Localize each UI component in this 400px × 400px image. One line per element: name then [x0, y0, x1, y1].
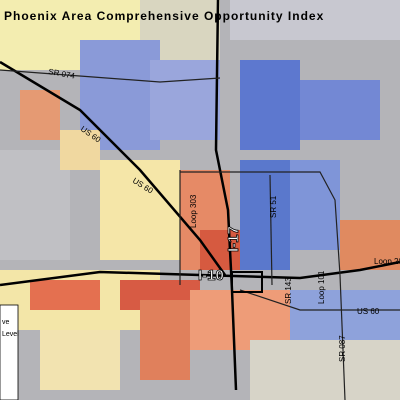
- legend-text: ve: [2, 319, 10, 326]
- legend-text: Level: [2, 331, 19, 338]
- road-label: I-10: [198, 267, 224, 284]
- road-label: I-17: [225, 226, 242, 252]
- map-title: Phoenix Area Comprehensive Opportunity I…: [4, 9, 324, 23]
- road-label: SR 51: [269, 195, 278, 218]
- road-label: Loop 101: [317, 270, 326, 304]
- road-label: SR 087: [338, 335, 347, 362]
- legend-box: [0, 304, 19, 400]
- road-label: Loop 303: [189, 194, 198, 228]
- road-label: US 60: [357, 307, 380, 316]
- road-label: SR 143: [284, 277, 293, 304]
- road-label: Loop 202: [374, 257, 400, 266]
